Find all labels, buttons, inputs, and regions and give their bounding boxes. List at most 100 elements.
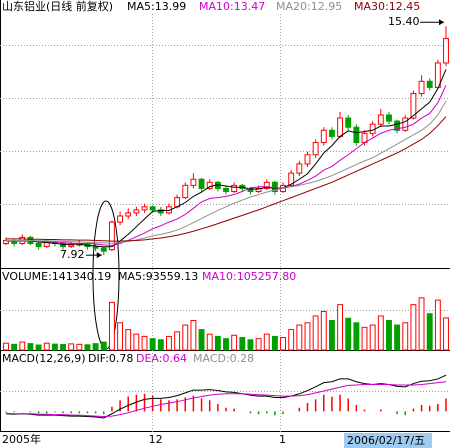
candle-body — [263, 181, 270, 189]
volume-bar — [84, 344, 91, 351]
candle-body — [157, 209, 164, 214]
volume-bar — [198, 329, 205, 351]
volume-bar — [304, 322, 311, 351]
volume-bar — [166, 335, 172, 351]
candle-body — [198, 178, 205, 189]
volume-bar — [214, 335, 221, 351]
volume-bar — [337, 304, 344, 351]
volume-bar — [247, 339, 254, 351]
volume-bar — [68, 343, 75, 351]
x-tick-label: 1 — [279, 433, 286, 446]
legend-label: MACD(12,26,9) — [2, 352, 86, 365]
candle-body — [125, 212, 132, 217]
volume-bar — [418, 297, 425, 351]
volume-bar — [410, 304, 417, 351]
legend-label: MA10:105257.80 — [202, 270, 296, 283]
volume-bar — [157, 339, 164, 351]
volume-bar — [190, 320, 197, 351]
volume-bar — [296, 324, 303, 351]
candle-body — [328, 129, 335, 137]
volume-bar — [174, 331, 181, 351]
volume-bar — [328, 320, 335, 351]
volume-bar — [271, 335, 278, 351]
volume-bar — [149, 338, 156, 351]
grid — [0, 14, 450, 432]
candle-body — [247, 187, 254, 192]
legend-label: MA30:12.45 — [354, 0, 420, 13]
legend-label: 山东铝业(日线 前复权) — [2, 0, 113, 13]
candle-body — [141, 206, 148, 211]
candle-body — [133, 209, 140, 214]
legend-label: MA5:13.99 — [127, 0, 186, 13]
ma-line — [6, 85, 447, 246]
volume-bar — [280, 337, 286, 351]
volume-bar — [361, 326, 368, 351]
candle-body — [108, 221, 115, 251]
volume-bar — [117, 322, 124, 351]
volume-bar — [76, 343, 83, 351]
volume-bar — [11, 343, 18, 351]
volume-bar — [426, 313, 433, 351]
annotation: 7.92 — [60, 248, 85, 261]
volume-bar — [133, 333, 140, 351]
legend-label: MACD:0.28 — [193, 352, 254, 365]
volume-bar — [255, 338, 262, 351]
candle-body — [206, 181, 213, 189]
volume-bar — [345, 317, 352, 351]
ma-line — [6, 100, 447, 244]
candle-body — [60, 243, 66, 248]
candle-body — [320, 129, 327, 144]
candle-body — [182, 184, 189, 199]
x-tick-label: 12 — [149, 433, 163, 446]
volume-bar — [19, 341, 26, 351]
volume-bar — [263, 333, 270, 351]
candle-body — [402, 117, 409, 131]
volume-bar — [35, 344, 42, 351]
volume-bar — [312, 315, 319, 351]
ma-line — [6, 116, 447, 242]
x-tick-label: 2005年 — [2, 432, 41, 446]
volume-bar — [320, 310, 327, 351]
volume-bar — [223, 338, 229, 351]
candle-body — [288, 172, 295, 186]
volume-bar — [443, 317, 449, 351]
candle-body — [296, 163, 303, 174]
volume-bar — [125, 329, 132, 351]
volume-bar — [369, 324, 376, 351]
volume-bar — [377, 315, 384, 351]
candle-body — [386, 114, 392, 122]
arrow-head — [96, 252, 102, 259]
volume-bar — [402, 322, 409, 351]
legend-label: DIF:0.78 — [88, 352, 133, 365]
volume-bar — [206, 333, 213, 351]
candle-body — [149, 206, 156, 211]
candle-body — [410, 93, 417, 119]
volume-bar — [100, 341, 107, 351]
volume-bar — [353, 322, 360, 351]
macd-line — [5, 381, 447, 418]
candle-body — [223, 187, 229, 192]
candle-body — [426, 80, 433, 88]
volume-bar — [92, 343, 99, 351]
candle-body — [190, 178, 197, 186]
candle-body — [92, 246, 99, 249]
volume-bar — [60, 344, 66, 351]
candle-body — [337, 117, 344, 137]
volume-bar — [43, 342, 50, 351]
candle-body — [353, 126, 360, 144]
candle-body — [117, 215, 124, 223]
candle-body — [418, 80, 425, 95]
volume-bar — [182, 324, 189, 351]
candle-body — [312, 142, 319, 156]
volume-bar — [386, 320, 392, 351]
candle-body — [35, 243, 42, 248]
candle-body — [271, 181, 278, 192]
volume-bar — [231, 334, 238, 351]
volume-bar — [288, 329, 295, 351]
annotation: 15.40 — [388, 15, 420, 28]
candle-body — [394, 120, 401, 131]
candle-body — [68, 244, 75, 248]
